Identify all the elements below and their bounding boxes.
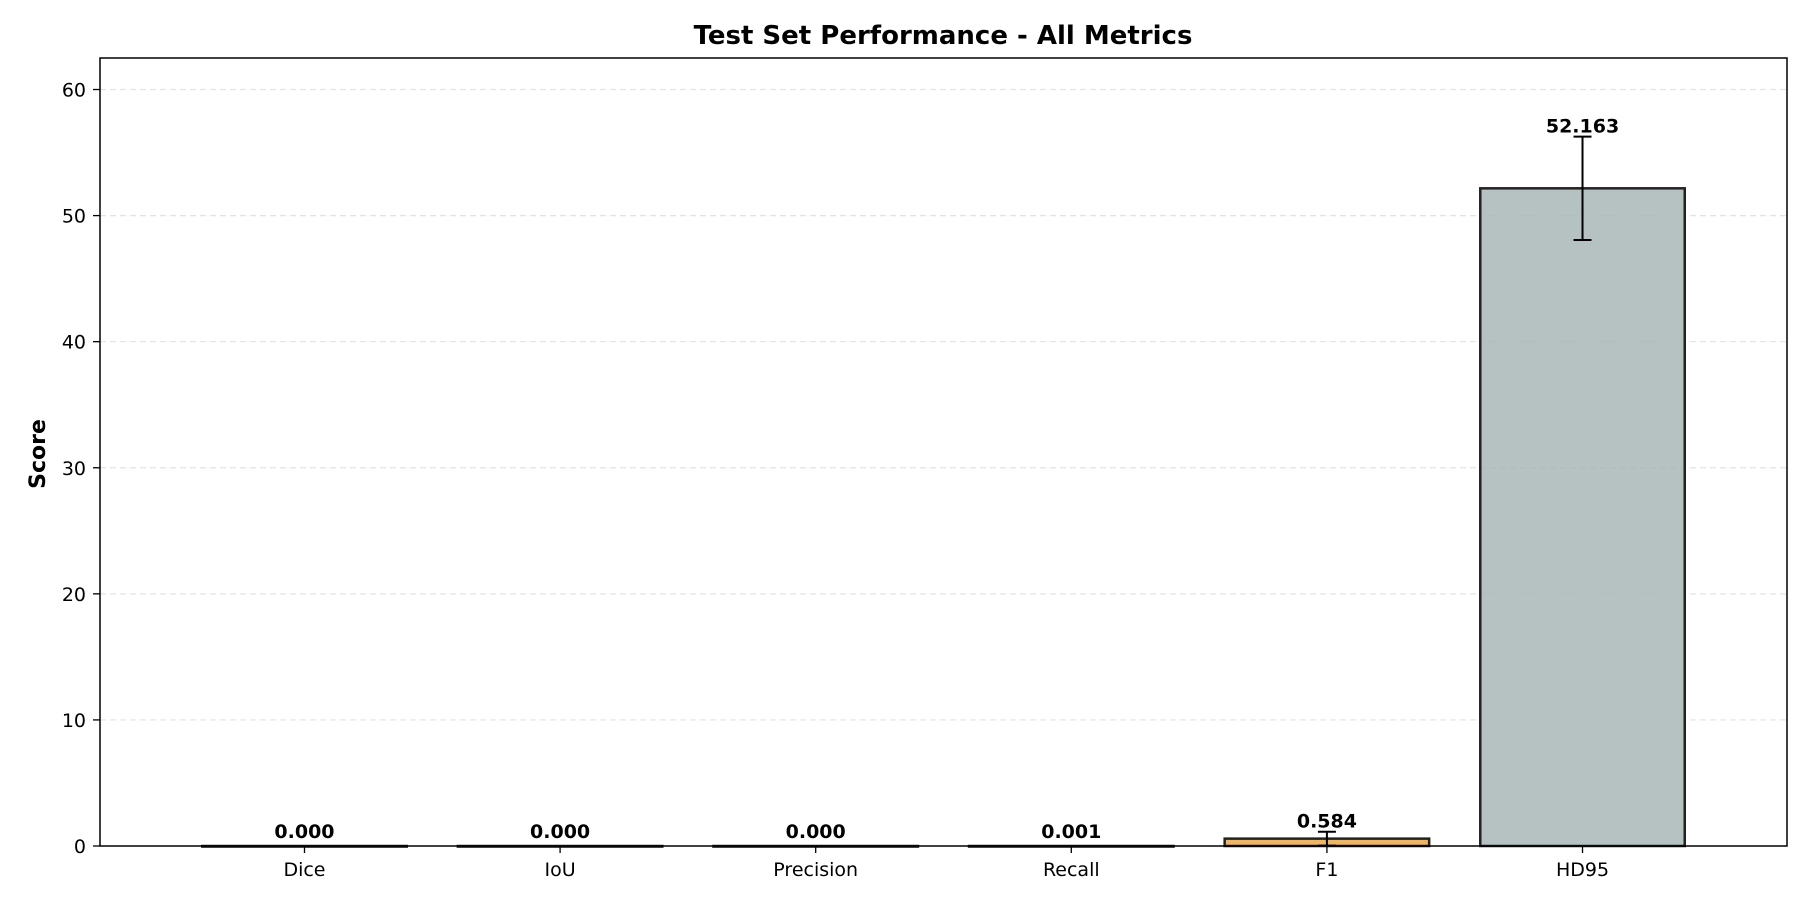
- value-labels-group: 0.000 0.000 0.000 0.001 0.584 52.163: [274, 116, 1619, 843]
- x-tick-label-f1: F1: [1315, 859, 1338, 881]
- x-tick-label-iou: IoU: [545, 859, 576, 881]
- value-label-dice: 0.000: [274, 821, 334, 843]
- y-tick-label: 40: [62, 332, 86, 354]
- value-label-iou: 0.000: [530, 821, 590, 843]
- y-axis-ticks: 0 10 20 30 40 50 60: [62, 80, 100, 858]
- chart-title: Test Set Performance - All Metrics: [694, 21, 1193, 51]
- value-label-hd95: 52.163: [1546, 116, 1619, 138]
- y-tick-label: 10: [62, 710, 86, 732]
- x-axis-ticks: Dice IoU Precision Recall F1 HD95: [283, 846, 1609, 881]
- y-axis-label: Score: [26, 419, 51, 489]
- y-tick-label: 60: [62, 80, 86, 102]
- y-tick-label: 30: [62, 458, 86, 480]
- bars-group: [200, 187, 1687, 848]
- y-tick-label: 50: [62, 206, 86, 228]
- x-tick-label-hd95: HD95: [1556, 859, 1609, 881]
- plot-area-frame: [99, 57, 1788, 847]
- value-label-precision: 0.000: [786, 821, 846, 843]
- x-tick-label-precision: Precision: [773, 859, 858, 881]
- x-tick-label-dice: Dice: [283, 859, 325, 881]
- x-tick-label-recall: Recall: [1043, 859, 1100, 881]
- y-tick-label: 20: [62, 584, 86, 606]
- value-label-recall: 0.001: [1041, 821, 1101, 843]
- y-tick-label: 0: [74, 836, 86, 858]
- bar-hd95: [1479, 187, 1687, 848]
- value-label-f1: 0.584: [1297, 811, 1357, 833]
